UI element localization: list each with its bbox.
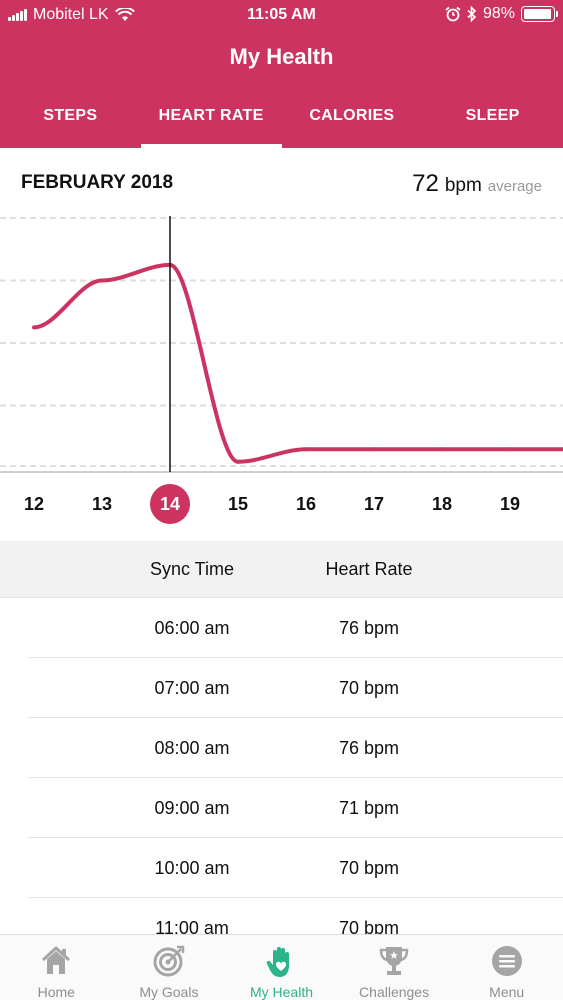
wifi-icon [114, 8, 135, 21]
day-16[interactable]: 16 [295, 494, 317, 514]
home-icon [42, 946, 71, 974]
bottom-nav: Home My Goals My Health Challenges [0, 934, 563, 1000]
day-selector: 12 13 14 15 16 17 18 19 [0, 480, 563, 528]
sync-time-cell: 09:00 am [154, 798, 230, 818]
alarm-icon [445, 6, 461, 22]
nav-home-label: Home [37, 984, 75, 1000]
table-row[interactable]: 07:00 am 70 bpm [0, 658, 563, 718]
status-right: 98% [445, 5, 558, 23]
sync-time-cell: 08:00 am [154, 738, 230, 758]
heart-rate-list[interactable]: 06:00 am 76 bpm 07:00 am 70 bpm 08:00 am 76 b… [0, 598, 563, 934]
average-value: 72 [412, 170, 439, 197]
nav-menu-label: Menu [489, 984, 525, 1000]
heart-rate-cell: 76 bpm [338, 618, 400, 638]
day-15[interactable]: 15 [227, 494, 249, 514]
heart-rate-chart[interactable] [0, 210, 563, 480]
table-row[interactable]: 10:00 am 70 bpm [0, 838, 563, 898]
battery-icon [521, 6, 558, 22]
table-row[interactable]: 11:00 am 70 bpm [0, 898, 563, 934]
heart-rate-cell: 76 bpm [338, 738, 400, 758]
status-bar: Mobitel LK 11:05 AM 98% [0, 0, 563, 30]
data-point-19 [508, 447, 512, 452]
status-time: 11:05 AM [247, 6, 316, 23]
table-row[interactable]: 08:00 am 76 bpm [0, 718, 563, 778]
carrier-name: Mobitel LK [33, 6, 109, 23]
day-19[interactable]: 19 [499, 494, 521, 514]
data-point-15 [236, 459, 240, 464]
menu-icon [491, 946, 522, 976]
bluetooth-icon [467, 6, 477, 22]
tab-heart-rate[interactable]: HEART RATE [140, 92, 282, 148]
sync-time-cell: 07:00 am [154, 678, 230, 698]
table-header: Sync Time Heart Rate [0, 541, 563, 598]
signal-icon [8, 9, 28, 21]
battery-percent: 98% [482, 5, 515, 22]
data-point-16 [304, 447, 308, 452]
heart-rate-cell: 71 bpm [338, 798, 400, 818]
data-point-13 [100, 278, 104, 283]
heart-rate-cell: 70 bpm [338, 678, 400, 698]
average-readout: 72 bpm average [412, 170, 542, 198]
summary-row: FEBRUARY 2018 72 bpm average [0, 148, 563, 216]
data-point-17 [372, 447, 376, 452]
nav-menu[interactable]: Menu [450, 935, 563, 1000]
day-18[interactable]: 18 [431, 494, 453, 514]
day-14[interactable]: 14 [150, 484, 190, 524]
target-icon [153, 945, 185, 977]
average-unit: bpm [444, 175, 482, 196]
sync-time-cell: 11:00 am [155, 918, 229, 934]
nav-challenges[interactable]: Challenges [338, 935, 451, 1000]
nav-home[interactable]: Home [0, 935, 113, 1000]
nav-my-health[interactable]: My Health [225, 935, 338, 1000]
trophy-icon [379, 947, 409, 975]
column-header-sync-time: Sync Time [149, 559, 235, 579]
tab-calories[interactable]: CALORIES [309, 107, 395, 124]
tab-sleep[interactable]: SLEEP [465, 107, 520, 124]
day-13[interactable]: 13 [91, 494, 113, 514]
day-12[interactable]: 12 [23, 494, 45, 514]
nav-challenges-label: Challenges [359, 984, 430, 1000]
month-label: FEBRUARY 2018 [21, 172, 174, 193]
table-row[interactable]: 09:00 am 71 bpm [0, 778, 563, 838]
sync-time-cell: 06:00 am [154, 618, 230, 638]
average-label: average [487, 178, 542, 195]
sync-time-cell: 10:00 am [154, 858, 230, 878]
data-point-12 [32, 325, 36, 330]
status-left: Mobitel LK [8, 6, 135, 24]
heart-rate-cell: 70 bpm [338, 918, 400, 934]
heart-rate-cell: 70 bpm [338, 858, 400, 878]
hand-heart-icon [267, 947, 290, 977]
table-row[interactable]: 06:00 am 76 bpm [0, 598, 563, 658]
page-title: My Health [229, 44, 334, 69]
nav-my-goals[interactable]: My Goals [113, 935, 226, 1000]
data-point-18 [440, 447, 444, 452]
day-17[interactable]: 17 [363, 494, 385, 514]
nav-my-goals-label: My Goals [139, 984, 199, 1000]
nav-my-health-label: My Health [249, 984, 313, 1000]
battery-fill [524, 9, 552, 19]
column-header-heart-rate: Heart Rate [325, 559, 413, 579]
heart-rate-series-line [33, 262, 563, 464]
tab-steps[interactable]: STEPS [43, 107, 98, 124]
tab-bar: STEPS HEART RATE CALORIES SLEEP [0, 92, 563, 148]
app-header: Mobitel LK 11:05 AM 98% My Health [0, 0, 563, 148]
